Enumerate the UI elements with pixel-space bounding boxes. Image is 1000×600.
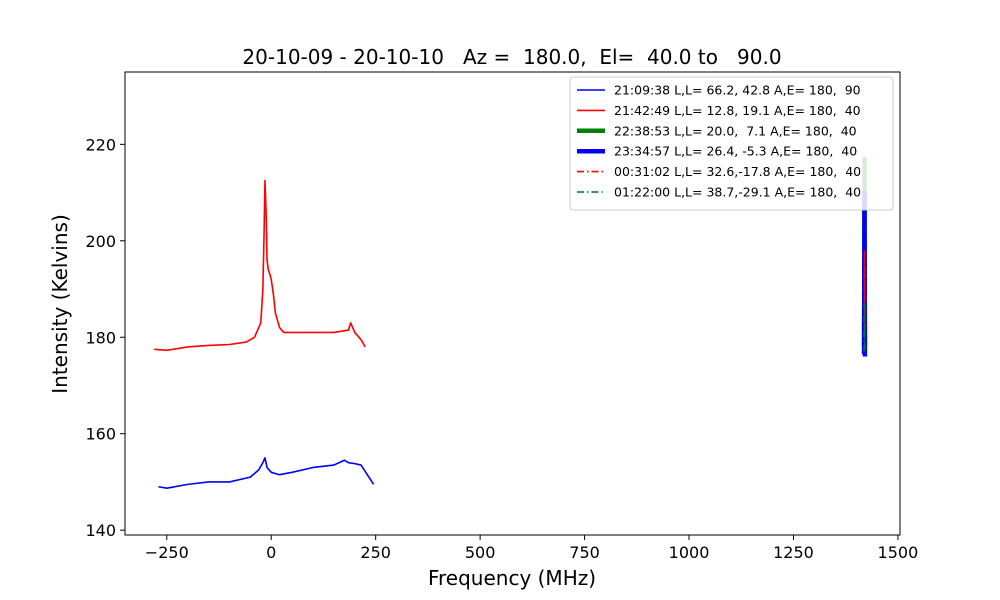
x-tick-label: 500 (465, 543, 496, 562)
series-line-6 (863, 302, 866, 352)
x-tick-label: 250 (360, 543, 391, 562)
plot-area (124, 71, 901, 536)
y-tick-label: 160 (85, 425, 116, 444)
legend-box (569, 76, 894, 211)
x-tick-label: 1250 (773, 543, 814, 562)
series-line-1 (158, 457, 375, 490)
legend-entry: 21:09:38 L,L= 66.2, 42.8 A,E= 180, 90 (614, 83, 861, 98)
y-tick-label: 180 (85, 328, 116, 347)
plot-frame (124, 71, 901, 536)
y-tick-label: 220 (85, 135, 116, 154)
x-tick-label: −250 (145, 543, 189, 562)
y-tick-label: 140 (85, 521, 116, 540)
legend-entry: 22:38:53 L,L= 20.0, 7.1 A,E= 180, 40 (614, 123, 857, 138)
legend-entry: 23:34:57 L,L= 26.4, -5.3 A,E= 180, 40 (614, 144, 857, 159)
legend: 21:09:38 L,L= 66.2, 42.8 A,E= 180, 90 21:… (569, 76, 894, 211)
y-axis: 140 160 180 200 220 (85, 135, 125, 540)
x-tick-label: 0 (266, 543, 276, 562)
x-tick-label: 750 (569, 543, 600, 562)
y-axis-label: Intensity (Kelvins) (48, 214, 72, 393)
y-tick-label: 200 (85, 232, 116, 251)
legend-entry: 00:31:02 L,L= 32.6,-17.8 A,E= 180, 40 (614, 164, 861, 179)
x-tick-label: 1500 (878, 543, 919, 562)
x-axis-label: Frequency (MHz) (428, 566, 596, 590)
x-tick-label: 1000 (669, 543, 710, 562)
chart-title: 20-10-09 - 20-10-10 Az = 180.0, El= 40.0… (242, 45, 781, 69)
series-line-2 (154, 179, 366, 352)
legend-entry: 21:42:49 L,L= 12.8, 19.1 A,E= 180, 40 (614, 103, 861, 118)
x-axis: −250 0 250 500 750 1000 1250 1500 (145, 535, 918, 562)
legend-entry: 01:22:00 L,L= 38.7,-29.1 A,E= 180, 40 (614, 185, 861, 200)
